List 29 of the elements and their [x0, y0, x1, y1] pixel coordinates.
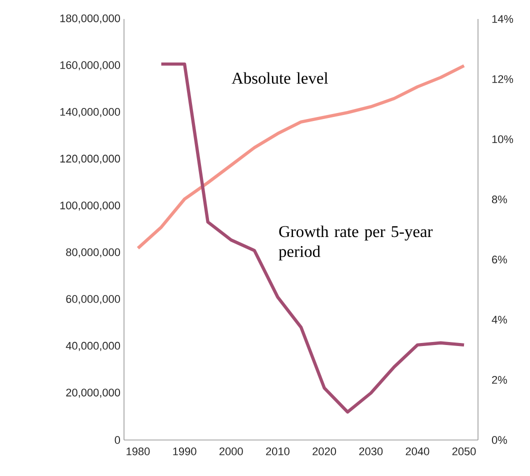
x-tick-label: 1990	[173, 448, 196, 456]
x-tick-label: 2040	[406, 448, 430, 456]
y2-tick-label: 0%	[492, 436, 507, 444]
y2-tick-label: 10%	[492, 135, 514, 144]
y2-tick-label: 2%	[492, 376, 507, 384]
y-tick-label: 0	[114, 436, 120, 444]
x-tick-label: 2010	[266, 448, 290, 456]
y2-tick-label: 14%	[492, 15, 514, 23]
y-tick-label: 60,000,000	[66, 295, 120, 304]
series-label: Growth rate per 5-year period	[278, 226, 433, 260]
y-tick-label: 100,000,000	[60, 202, 120, 211]
line-series	[160, 62, 466, 414]
x-tick-label: 2050	[452, 448, 476, 456]
y-tick-label: 140,000,000	[60, 108, 120, 118]
x-tick-label: 2020	[312, 448, 336, 456]
y2-tick-label: 8%	[492, 196, 507, 204]
y-tick-label: 160,000,000	[60, 61, 120, 70]
y2-tick-label: 6%	[492, 256, 507, 264]
y-tick-label: 120,000,000	[60, 154, 120, 164]
y-tick-label: 40,000,000	[66, 342, 120, 351]
x-tick-label: 2030	[359, 448, 383, 456]
y-tick-label: 20,000,000	[66, 388, 120, 398]
y-tick-label: 80,000,000	[66, 248, 120, 258]
y2-tick-label: 4%	[492, 316, 507, 324]
y2-tick-label: 12%	[492, 75, 514, 83]
series-label: Absolute level	[232, 72, 328, 84]
x-tick-label: 1980	[126, 448, 150, 456]
y-tick-label: 180,000,000	[60, 14, 120, 24]
x-tick-label: 2000	[219, 448, 243, 456]
